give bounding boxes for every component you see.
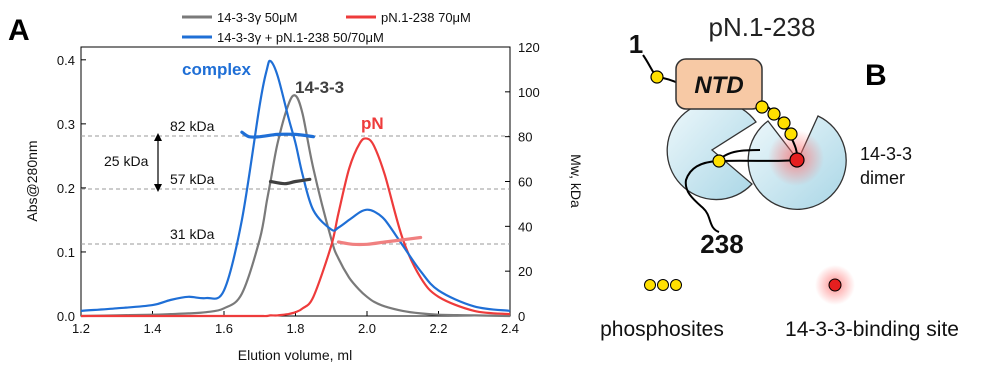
x-tick-label: 1.4 xyxy=(143,321,161,336)
phosphosite xyxy=(768,108,780,120)
ntd-domain: NTD xyxy=(676,59,762,109)
y-right-tick-label: 60 xyxy=(518,175,532,190)
annotation-31kda: 31 kDa xyxy=(170,226,215,242)
peak-label-pn: pN xyxy=(361,114,384,133)
x-tick-label: 2.4 xyxy=(501,321,519,336)
legend-entry-1433: 14-3-3γ 50μM xyxy=(217,10,297,25)
y-right-tick-label: 100 xyxy=(518,85,540,100)
annotation-82kda: 82 kDa xyxy=(170,118,215,134)
c-terminus-label: 238 xyxy=(700,229,743,259)
chart-series xyxy=(81,61,510,316)
x-axis-label: Elution volume, ml xyxy=(238,347,352,363)
y-right-tick-label: 40 xyxy=(518,219,532,234)
double-arrow xyxy=(154,133,162,192)
y-left-tick-label: 0.4 xyxy=(57,53,75,68)
legend-binding-label: 14-3-3-binding site xyxy=(785,318,959,341)
binding-site xyxy=(790,153,804,167)
phosphosite xyxy=(713,155,725,167)
y-axis-left-label: Abs@280nm xyxy=(24,140,40,221)
y-axis-right-label: Mw, kDa xyxy=(568,154,584,208)
legend-phospho-dot xyxy=(645,280,656,291)
legend-phospho-dot xyxy=(671,280,682,291)
chart-legend: 14-3-3γ 50μM pN.1-238 70μM 14-3-3γ + pN.… xyxy=(182,10,471,45)
y-right-tick-label: 80 xyxy=(518,130,532,145)
phosphosite xyxy=(651,71,663,83)
legend-binding-dot xyxy=(829,279,841,291)
annotation-25kda: 25 kDa xyxy=(104,153,149,169)
n-terminus-label: 1 xyxy=(629,29,643,59)
series-14-3-3 xyxy=(81,95,510,316)
dimer-label-line1: 14-3-3 xyxy=(860,144,912,164)
y-left-tick-label: 0.2 xyxy=(57,181,75,196)
legend-entry-complex: 14-3-3γ + pN.1-238 50/70μM xyxy=(217,30,384,45)
dimer-14-3-3 xyxy=(667,102,846,210)
ntd-label: NTD xyxy=(694,72,743,99)
x-tick-label: 2.0 xyxy=(358,321,376,336)
x-tick-label: 1.8 xyxy=(286,321,304,336)
y-right-tick-label: 20 xyxy=(518,264,532,279)
panel-a-label: A xyxy=(8,14,30,47)
x-tick-label: 2.2 xyxy=(429,321,447,336)
annotation-57kda: 57 kDa xyxy=(170,171,215,187)
mw-trace-pn xyxy=(338,238,420,245)
series-complex xyxy=(81,61,510,311)
panel-b-label: B xyxy=(865,59,887,92)
peak-label-1433: 14-3-3 xyxy=(295,78,344,97)
x-tick-label: 1.6 xyxy=(215,321,233,336)
y-left-tick-label: 0.3 xyxy=(57,117,75,132)
diagram-legend: phosphosites 14-3-3-binding site xyxy=(600,265,959,341)
construct-title: pN.1-238 xyxy=(709,12,816,42)
peak-label-complex: complex xyxy=(182,60,252,79)
phosphosite xyxy=(778,117,790,129)
y-left-tick-label: 0.1 xyxy=(57,245,75,260)
legend-entry-pn: pN.1-238 70μM xyxy=(381,10,471,25)
y-right-tick-label: 120 xyxy=(518,40,540,55)
phosphosite xyxy=(785,128,797,140)
dimer-label-line2: dimer xyxy=(860,168,905,188)
legend-phospho-label: phosphosites xyxy=(600,318,724,341)
y-right-tick-label: 0 xyxy=(518,309,525,324)
phosphosite xyxy=(756,101,768,113)
legend-phospho-dot xyxy=(658,280,669,291)
y-left-tick-label: 0.0 xyxy=(57,309,75,324)
